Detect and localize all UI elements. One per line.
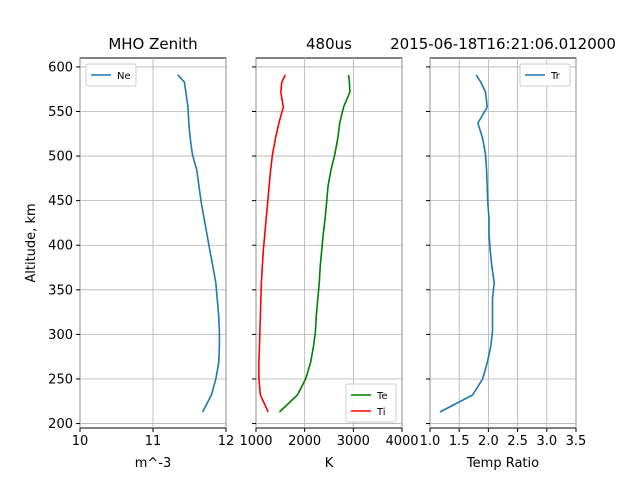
legend-label-ti: Ti (376, 407, 386, 418)
series-line-te (278, 74, 351, 413)
x-tick-label: 2.5 (507, 434, 528, 449)
panel-temp-ratio: 1.0 1.5 2.0 2.5 3.0 3.5 Tr (420, 57, 587, 449)
x-tick-label: 10 (72, 434, 89, 449)
y-axis-label: Altitude, km (24, 203, 39, 282)
legend-box (345, 383, 397, 423)
x-tick-label: 2000 (288, 434, 321, 449)
x-axis-label-temp-ratio: Temp Ratio (466, 456, 539, 471)
x-tick-label: 1.0 (420, 434, 441, 449)
y-tick-label: 200 (48, 417, 73, 432)
y-tick-label: 600 (48, 60, 73, 75)
y-tick-label: 550 (48, 105, 73, 120)
x-tick-label: 1.5 (449, 434, 470, 449)
y-tick-label: 500 (48, 150, 73, 165)
panel-ne: 10 11 12 200 250 300 350 400 450 500 550 600 Ne (48, 57, 235, 449)
y-tick-label: 250 (48, 372, 73, 387)
series-line-ne (177, 74, 221, 413)
legend-label-te: Te (376, 391, 388, 402)
x-tick-label: 4000 (385, 434, 418, 449)
series-line-tr (439, 74, 496, 413)
x-tick-label: 3000 (337, 434, 370, 449)
y-tick-label: 400 (48, 239, 73, 254)
x-tick-label: 3.5 (566, 434, 587, 449)
legend-label-ne: Ne (117, 71, 131, 82)
title-left: MHO Zenith (108, 35, 197, 53)
y-tick-label: 300 (48, 328, 73, 343)
panel-temperature: 1000 2000 3000 4000 Te Ti (239, 57, 419, 449)
x-tick-label: 3.0 (536, 434, 557, 449)
x-tick-label: 1000 (239, 434, 272, 449)
x-tick-label: 11 (145, 434, 162, 449)
legend-label-tr: Tr (550, 71, 561, 82)
x-tick-label: 2.0 (478, 434, 499, 449)
x-axis-label-temperature: K (325, 456, 334, 471)
x-tick-label: 12 (218, 434, 235, 449)
y-tick-label: 350 (48, 283, 73, 298)
x-axis-label-ne: m^-3 (135, 456, 172, 471)
series-line-ti (258, 74, 286, 413)
title-middle: 480us (306, 35, 352, 53)
title-right: 2015-06-18T16:21:06.012000 (390, 35, 616, 53)
y-tick-label: 450 (48, 194, 73, 209)
